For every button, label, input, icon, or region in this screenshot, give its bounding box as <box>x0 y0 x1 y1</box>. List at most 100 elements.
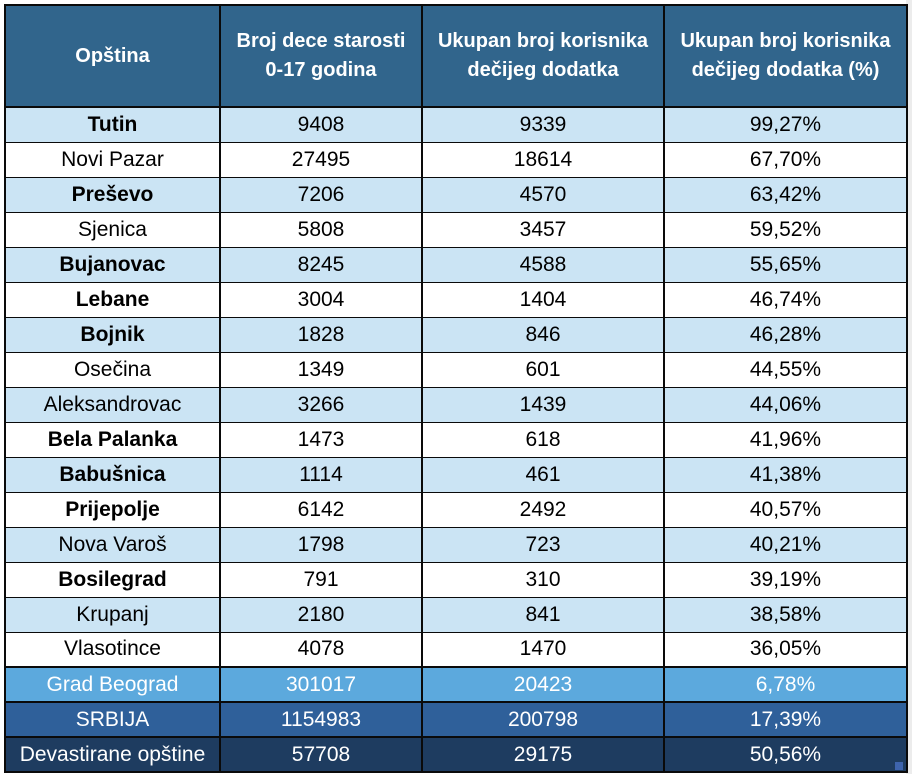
municipality-name-cell: Preševo <box>4 176 221 213</box>
allowance-pct-cell: 46,28% <box>663 316 908 353</box>
children-count-cell: 3004 <box>219 281 423 318</box>
allowance-users-cell: 1404 <box>421 281 665 318</box>
municipality-name-cell: Aleksandrovac <box>4 386 221 423</box>
municipality-name-cell: Bela Palanka <box>4 421 221 458</box>
allowance-pct-cell: 40,21% <box>663 526 908 563</box>
allowance-pct-cell: 99,27% <box>663 106 908 143</box>
municipality-name-cell: SRBIJA <box>4 701 221 738</box>
table-row: Bojnik 1828 846 46,28% <box>4 316 908 353</box>
header-row: Opština Broj dece starosti 0-17 godina U… <box>4 4 908 108</box>
table-row: Krupanj 2180 841 38,58% <box>4 596 908 633</box>
children-count-cell: 9408 <box>219 106 423 143</box>
table-row: Tutin 9408 9339 99,27% <box>4 106 908 143</box>
children-count-cell: 1473 <box>219 421 423 458</box>
allowance-users-cell: 841 <box>421 596 665 633</box>
table-row: Nova Varoš 1798 723 40,21% <box>4 526 908 563</box>
allowance-users-cell: 200798 <box>421 701 665 738</box>
allowance-pct-cell: 44,55% <box>663 351 908 388</box>
children-count-cell: 6142 <box>219 491 423 528</box>
table-row: Sjenica 5808 3457 59,52% <box>4 211 908 248</box>
municipality-name-cell: Grad Beograd <box>4 666 221 703</box>
municipality-name-cell: Novi Pazar <box>4 141 221 178</box>
table-row: Babušnica 1114 461 41,38% <box>4 456 908 493</box>
municipality-name-cell: Prijepolje <box>4 491 221 528</box>
children-count-cell: 1828 <box>219 316 423 353</box>
col-header-procenat-korisnika: Ukupan broj korisnika dečijeg dodatka (%… <box>663 4 908 108</box>
allowance-users-cell: 4588 <box>421 246 665 283</box>
municipality-name-cell: Sjenica <box>4 211 221 248</box>
table-row: Prijepolje 6142 2492 40,57% <box>4 491 908 528</box>
municipality-name-cell: Bujanovac <box>4 246 221 283</box>
children-count-cell: 8245 <box>219 246 423 283</box>
table-row: Aleksandrovac 3266 1439 44,06% <box>4 386 908 423</box>
table-row: Osečina 1349 601 44,55% <box>4 351 908 388</box>
allowance-users-cell: 29175 <box>421 736 665 773</box>
children-count-cell: 7206 <box>219 176 423 213</box>
municipality-name-cell: Lebane <box>4 281 221 318</box>
children-count-cell: 5808 <box>219 211 423 248</box>
allowance-pct-cell: 44,06% <box>663 386 908 423</box>
col-header-broj-korisnika: Ukupan broj korisnika dečijeg dodatka <box>421 4 665 108</box>
municipality-name-cell: Babušnica <box>4 456 221 493</box>
municipality-name-cell: Devastirane opštine <box>4 736 221 773</box>
allowance-pct-cell: 50,56% <box>663 736 908 773</box>
children-count-cell: 3266 <box>219 386 423 423</box>
children-count-cell: 57708 <box>219 736 423 773</box>
municipality-name-cell: Osečina <box>4 351 221 388</box>
table-body: Tutin 9408 9339 99,27% Novi Pazar 27495 18614 6… <box>4 106 908 773</box>
allowance-users-cell: 9339 <box>421 106 665 143</box>
allowance-users-cell: 1470 <box>421 631 665 668</box>
children-count-cell: 4078 <box>219 631 423 668</box>
col-header-opstina: Opština <box>4 4 221 108</box>
children-count-cell: 1154983 <box>219 701 423 738</box>
table-row: Novi Pazar 27495 18614 67,70% <box>4 141 908 178</box>
municipality-name-cell: Tutin <box>4 106 221 143</box>
summary-row-devastirane: Devastirane opštine 57708 29175 50,56% <box>4 736 908 773</box>
children-count-cell: 791 <box>219 561 423 598</box>
children-count-cell: 27495 <box>219 141 423 178</box>
sheet-gridline-margin <box>906 0 912 774</box>
allowance-pct-cell: 63,42% <box>663 176 908 213</box>
table-row: Bosilegrad 791 310 39,19% <box>4 561 908 598</box>
allowance-users-cell: 3457 <box>421 211 665 248</box>
table-row: Lebane 3004 1404 46,74% <box>4 281 908 318</box>
allowance-pct-cell: 46,74% <box>663 281 908 318</box>
summary-row-srbija: SRBIJA 1154983 200798 17,39% <box>4 701 908 738</box>
table-row: Bujanovac 8245 4588 55,65% <box>4 246 908 283</box>
table-row: Vlasotince 4078 1470 36,05% <box>4 631 908 668</box>
allowance-users-cell: 2492 <box>421 491 665 528</box>
allowance-pct-cell: 41,38% <box>663 456 908 493</box>
allowance-users-cell: 1439 <box>421 386 665 423</box>
table-row: Bela Palanka 1473 618 41,96% <box>4 421 908 458</box>
allowance-users-cell: 846 <box>421 316 665 353</box>
allowance-users-cell: 618 <box>421 421 665 458</box>
allowance-users-cell: 18614 <box>421 141 665 178</box>
municipality-name-cell: Bojnik <box>4 316 221 353</box>
children-count-cell: 2180 <box>219 596 423 633</box>
allowance-users-cell: 20423 <box>421 666 665 703</box>
table-row: Preševo 7206 4570 63,42% <box>4 176 908 213</box>
children-count-cell: 1114 <box>219 456 423 493</box>
children-count-cell: 1349 <box>219 351 423 388</box>
allowance-users-cell: 4570 <box>421 176 665 213</box>
allowance-pct-cell: 40,57% <box>663 491 908 528</box>
allowance-pct-cell: 67,70% <box>663 141 908 178</box>
allowance-users-cell: 310 <box>421 561 665 598</box>
allowance-pct-cell: 36,05% <box>663 631 908 668</box>
excel-fill-handle[interactable] <box>895 762 903 770</box>
allowance-pct-cell: 41,96% <box>663 421 908 458</box>
allowance-users-cell: 601 <box>421 351 665 388</box>
municipality-name-cell: Bosilegrad <box>4 561 221 598</box>
allowance-users-cell: 461 <box>421 456 665 493</box>
allowance-pct-cell: 38,58% <box>663 596 908 633</box>
allowance-pct-cell: 59,52% <box>663 211 908 248</box>
summary-row-beograd: Grad Beograd 301017 20423 6,78% <box>4 666 908 703</box>
allowance-users-cell: 723 <box>421 526 665 563</box>
col-header-broj-dece: Broj dece starosti 0-17 godina <box>219 4 423 108</box>
municipality-name-cell: Nova Varoš <box>4 526 221 563</box>
allowance-pct-cell: 6,78% <box>663 666 908 703</box>
allowance-pct-cell: 17,39% <box>663 701 908 738</box>
children-count-cell: 301017 <box>219 666 423 703</box>
allowance-pct-cell: 39,19% <box>663 561 908 598</box>
allowance-pct-cell: 55,65% <box>663 246 908 283</box>
